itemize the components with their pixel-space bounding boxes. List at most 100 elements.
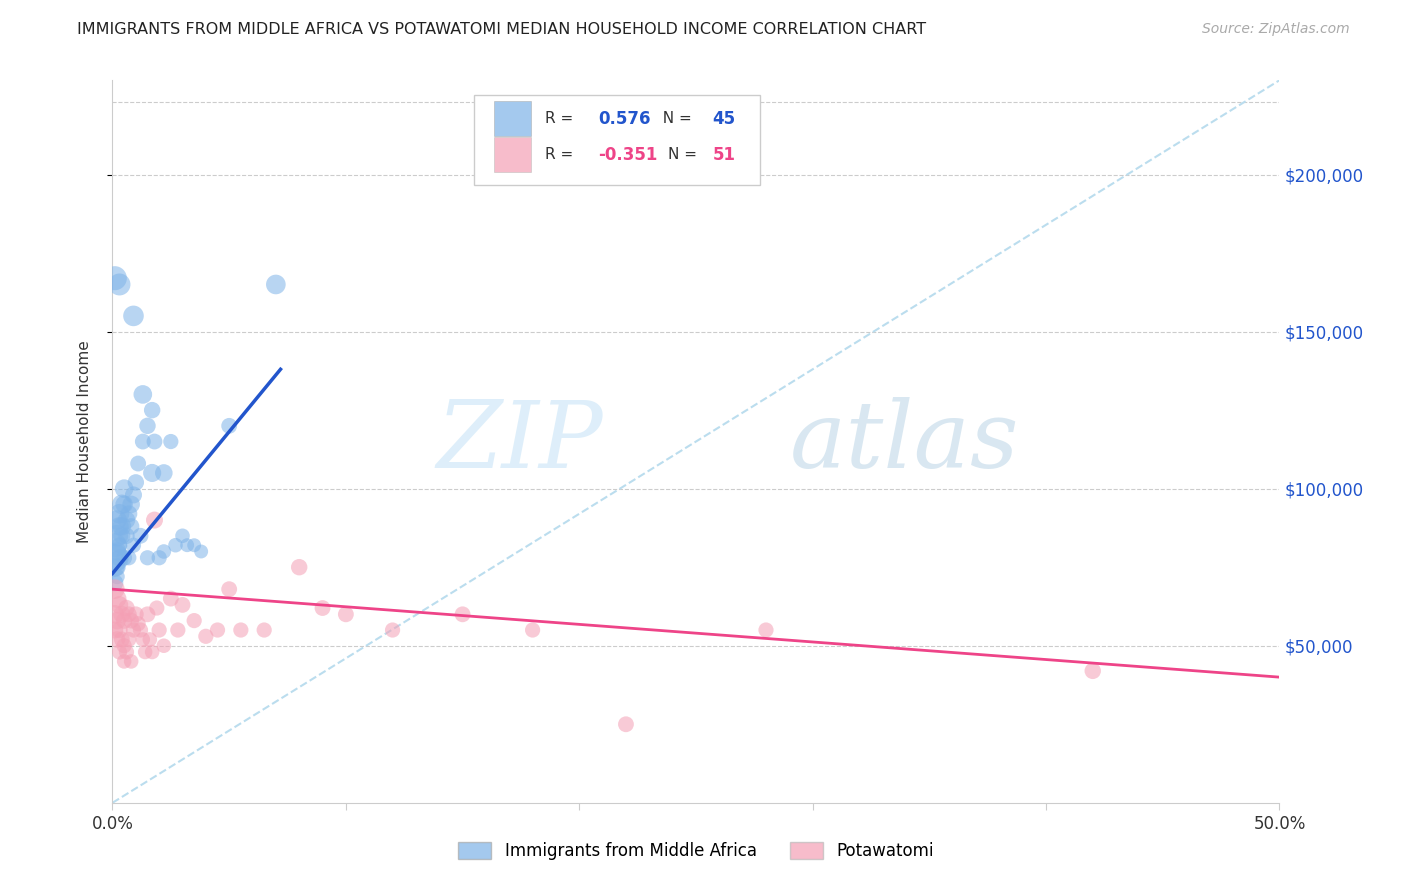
FancyBboxPatch shape [474, 95, 761, 185]
Point [207, 623, 229, 637]
Legend: Immigrants from Middle Africa, Potawatomi: Immigrants from Middle Africa, Potawatom… [451, 835, 941, 867]
Text: -0.351: -0.351 [598, 145, 658, 164]
Point [134, 645, 156, 659]
Point [105, 513, 128, 527]
Point [146, 601, 169, 615]
Point [136, 607, 159, 622]
Point [118, 632, 141, 647]
Point [153, 639, 176, 653]
Point [141, 645, 163, 659]
Point [104, 271, 127, 285]
Point [120, 519, 142, 533]
Point [115, 645, 138, 659]
Point [143, 513, 166, 527]
Point [112, 482, 135, 496]
Point [264, 277, 287, 292]
FancyBboxPatch shape [494, 137, 531, 172]
Point [127, 616, 149, 631]
Point [122, 538, 145, 552]
Point [120, 614, 142, 628]
Point [118, 507, 141, 521]
Text: R =: R = [546, 147, 578, 162]
Point [614, 717, 637, 731]
Point [148, 623, 170, 637]
Point [143, 434, 166, 449]
Point [104, 560, 127, 574]
Point [132, 632, 155, 647]
Point [104, 575, 127, 590]
Point [112, 655, 135, 669]
Point [122, 488, 145, 502]
Point [129, 529, 152, 543]
Point [253, 623, 276, 637]
Point [165, 538, 187, 552]
Point [136, 418, 159, 433]
Point [104, 607, 127, 622]
Text: 51: 51 [713, 145, 735, 164]
Point [125, 475, 148, 490]
Point [118, 550, 141, 565]
Point [194, 629, 217, 643]
Point [153, 544, 176, 558]
Point [111, 529, 134, 543]
Point [105, 544, 128, 558]
Text: Source: ZipAtlas.com: Source: ZipAtlas.com [1202, 22, 1350, 37]
Text: atlas: atlas [789, 397, 1019, 486]
Point [115, 529, 138, 543]
Point [381, 623, 404, 637]
Point [105, 529, 128, 543]
Point [108, 277, 131, 292]
Point [108, 623, 131, 637]
Y-axis label: Median Household Income: Median Household Income [77, 340, 91, 543]
Point [111, 519, 134, 533]
Point [148, 550, 170, 565]
Point [118, 607, 141, 622]
Point [112, 614, 135, 628]
Point [288, 560, 311, 574]
Point [451, 607, 474, 622]
Point [141, 466, 163, 480]
Point [104, 623, 127, 637]
Text: N =: N = [668, 147, 702, 162]
Text: 45: 45 [713, 110, 735, 128]
Point [115, 601, 138, 615]
Text: 0.576: 0.576 [598, 110, 651, 128]
Point [112, 497, 135, 511]
Point [115, 513, 138, 527]
Point [105, 614, 128, 628]
Point [190, 544, 212, 558]
Point [125, 607, 148, 622]
Point [153, 466, 176, 480]
Point [105, 591, 128, 606]
Point [132, 387, 155, 401]
Point [172, 529, 194, 543]
Point [755, 623, 778, 637]
Point [105, 632, 128, 647]
Point [112, 639, 135, 653]
Text: R =: R = [546, 112, 578, 126]
Point [108, 598, 131, 612]
Point [132, 434, 155, 449]
Point [139, 632, 162, 647]
Point [129, 623, 152, 637]
Point [105, 560, 128, 574]
Point [166, 623, 188, 637]
Point [108, 507, 131, 521]
Point [108, 550, 131, 565]
Point [111, 607, 134, 622]
Point [111, 497, 134, 511]
Point [108, 645, 131, 659]
Point [120, 497, 142, 511]
Point [105, 569, 128, 583]
Point [122, 309, 145, 323]
Point [183, 614, 205, 628]
Point [335, 607, 357, 622]
Point [108, 538, 131, 552]
Point [160, 434, 183, 449]
Point [122, 623, 145, 637]
Point [311, 601, 333, 615]
Point [218, 418, 240, 433]
Point [111, 632, 134, 647]
Point [176, 538, 198, 552]
Text: ZIP: ZIP [436, 397, 603, 486]
